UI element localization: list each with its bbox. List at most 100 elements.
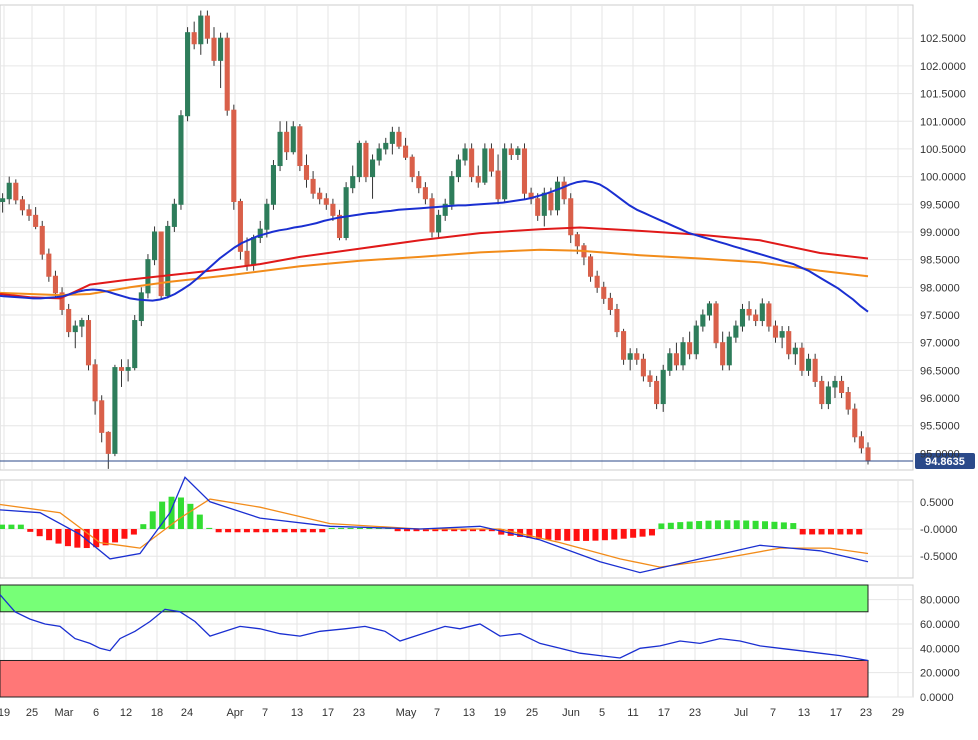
candle-up[interactable]: [264, 203, 270, 230]
candle-down[interactable]: [336, 214, 343, 239]
candle-down[interactable]: [720, 342, 726, 366]
candle-up[interactable]: [726, 336, 732, 366]
candle-down[interactable]: [634, 353, 640, 360]
candle-down[interactable]: [59, 292, 65, 310]
candle-down[interactable]: [654, 380, 660, 405]
candle-up[interactable]: [660, 369, 666, 405]
candle-down[interactable]: [46, 253, 52, 277]
candle-up[interactable]: [832, 380, 838, 388]
candle-up[interactable]: [343, 187, 349, 239]
candle-down[interactable]: [812, 358, 818, 382]
candle-up[interactable]: [792, 347, 798, 355]
candle-down[interactable]: [488, 148, 495, 172]
candle-down[interactable]: [26, 209, 32, 216]
candle-down[interactable]: [508, 148, 514, 155]
candle-down[interactable]: [858, 436, 864, 449]
candle-up[interactable]: [376, 148, 382, 161]
candle-down[interactable]: [416, 176, 422, 189]
candle-down[interactable]: [85, 320, 92, 366]
candle-up[interactable]: [680, 342, 686, 366]
candle-up[interactable]: [0, 198, 6, 203]
candle-up[interactable]: [290, 126, 296, 153]
candle-up[interactable]: [6, 182, 12, 200]
candle-down[interactable]: [839, 380, 845, 393]
candle-up[interactable]: [627, 353, 633, 360]
candle-down[interactable]: [13, 182, 19, 201]
candle-down[interactable]: [33, 214, 39, 227]
candle-down[interactable]: [52, 275, 59, 294]
candle-down[interactable]: [766, 303, 772, 327]
candle-down[interactable]: [363, 142, 369, 178]
candle-up[interactable]: [270, 165, 277, 205]
candle-up[interactable]: [825, 386, 831, 405]
candle-down[interactable]: [713, 303, 719, 344]
candle-down[interactable]: [396, 131, 402, 147]
candle-down[interactable]: [244, 250, 250, 266]
candle-down[interactable]: [614, 308, 620, 333]
candle-up[interactable]: [251, 237, 257, 266]
candle-down[interactable]: [594, 275, 600, 288]
candle-down[interactable]: [535, 198, 541, 216]
candle-down[interactable]: [647, 375, 653, 382]
candle-down[interactable]: [687, 342, 693, 355]
candle-up[interactable]: [805, 358, 812, 371]
candle-up[interactable]: [700, 314, 706, 327]
candle-down[interactable]: [799, 347, 805, 371]
candle-up[interactable]: [436, 214, 442, 233]
candle-down[interactable]: [587, 256, 594, 277]
candle-up[interactable]: [541, 192, 547, 216]
candle-down[interactable]: [574, 234, 580, 247]
candle-up[interactable]: [733, 325, 739, 338]
candle-up[interactable]: [171, 203, 177, 227]
candle-down[interactable]: [865, 447, 871, 462]
candle-down[interactable]: [403, 145, 409, 158]
candle-down[interactable]: [297, 126, 303, 167]
candle-down[interactable]: [323, 198, 329, 205]
candle-up[interactable]: [277, 131, 283, 167]
candle-down[interactable]: [548, 192, 554, 211]
candle-down[interactable]: [224, 37, 230, 111]
candle-down[interactable]: [469, 148, 475, 178]
candle-up[interactable]: [350, 176, 356, 189]
candle-down[interactable]: [673, 353, 679, 366]
candle-down[interactable]: [852, 408, 858, 438]
candle-up[interactable]: [218, 37, 224, 61]
candle-down[interactable]: [330, 203, 336, 216]
candle-up[interactable]: [515, 148, 521, 155]
rsi-panel[interactable]: [0, 584, 869, 698]
candle-down[interactable]: [211, 37, 217, 61]
candle-up[interactable]: [383, 142, 389, 150]
candle-down[interactable]: [99, 400, 105, 433]
price-panel[interactable]: [0, 10, 913, 469]
candle-down[interactable]: [753, 314, 759, 322]
candle-up[interactable]: [145, 259, 151, 294]
candle-up[interactable]: [449, 176, 455, 205]
candle-down[interactable]: [204, 15, 210, 39]
candle-up[interactable]: [502, 148, 508, 200]
candle-down[interactable]: [422, 187, 428, 200]
candle-up[interactable]: [125, 367, 131, 371]
candle-down[interactable]: [621, 331, 627, 360]
candle-up[interactable]: [112, 367, 118, 454]
candle-up[interactable]: [739, 308, 746, 327]
candle-up[interactable]: [178, 115, 184, 205]
candle-up[interactable]: [369, 159, 376, 178]
candle-down[interactable]: [568, 198, 574, 236]
candle-up[interactable]: [165, 225, 171, 297]
candle-down[interactable]: [640, 358, 646, 377]
candle-up[interactable]: [257, 228, 263, 238]
candle-up[interactable]: [79, 320, 85, 327]
candle-down[interactable]: [772, 325, 779, 338]
candle-down[interactable]: [39, 225, 45, 255]
candle-up[interactable]: [72, 325, 78, 333]
candle-down[interactable]: [284, 131, 290, 153]
candle-up[interactable]: [462, 148, 468, 161]
candle-up[interactable]: [442, 203, 448, 216]
candle-down[interactable]: [118, 367, 125, 371]
candle-up[interactable]: [554, 181, 561, 211]
candle-down[interactable]: [158, 231, 164, 297]
candle-down[interactable]: [303, 165, 310, 180]
candle-down[interactable]: [746, 308, 752, 316]
candle-down[interactable]: [231, 109, 237, 203]
candle-up[interactable]: [667, 353, 673, 371]
